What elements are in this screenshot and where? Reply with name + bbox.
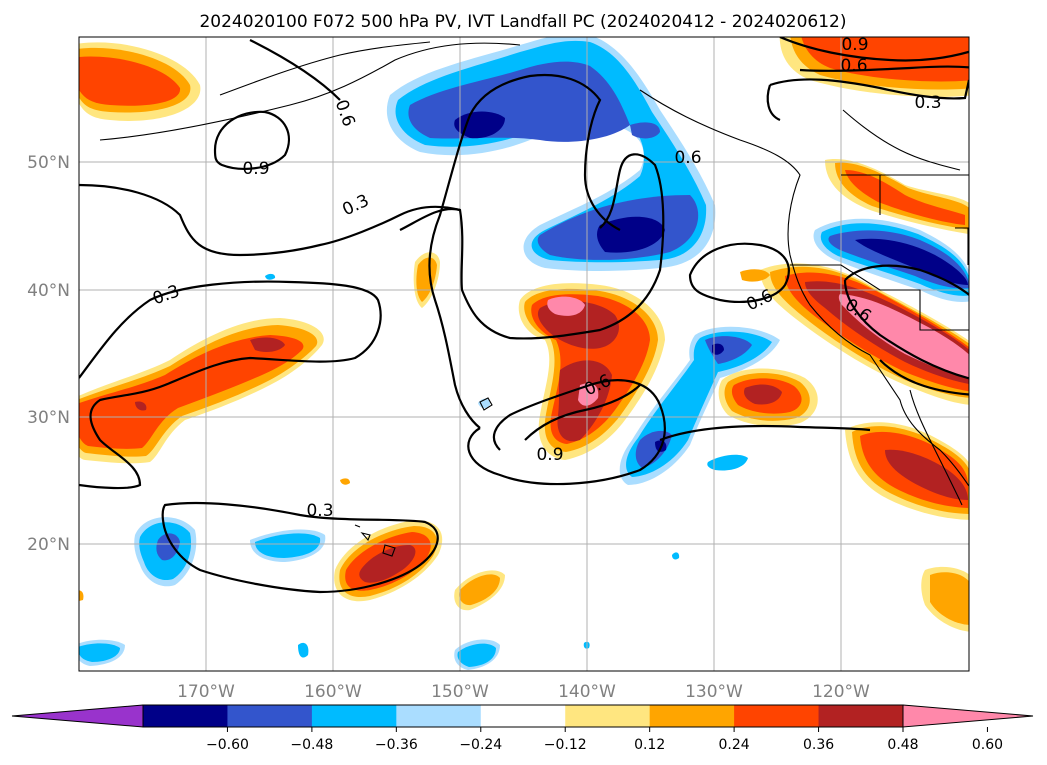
contour-label: 0.6 (840, 56, 867, 76)
contour-line (659, 424, 871, 442)
warm-anomaly-se (921, 566, 969, 632)
contour-line (766, 84, 781, 122)
lon-label: 170°W (177, 682, 235, 702)
contour-line (843, 279, 969, 380)
colorbar-segment (480, 705, 566, 727)
contour-line (428, 73, 621, 429)
lon-label: 140°W (558, 682, 616, 702)
colorbar-tick-label: 0.12 (634, 737, 665, 753)
colorbar-segment (311, 705, 397, 727)
longitude-labels: 170°W 160°W 150°W 140°W 130°W 120°W (177, 682, 870, 702)
colorbar-segment (734, 705, 820, 727)
contour-label: 0.3 (914, 93, 941, 113)
contour-line (399, 153, 665, 340)
contour-line (799, 65, 969, 72)
colorbar-tick-label: −0.48 (290, 737, 333, 753)
colorbar-tick-label: −0.36 (375, 737, 418, 753)
contour-line (524, 384, 641, 441)
lat-label: 20°N (27, 535, 70, 555)
contour-line (161, 501, 439, 594)
cool-anomaly-sw (79, 273, 680, 670)
contour-line (879, 359, 969, 396)
contour-label: 0.9 (536, 445, 563, 465)
colorbar-extend-max (902, 704, 1034, 728)
colorbar-segment (565, 705, 651, 727)
warm-anomaly-east (718, 368, 818, 427)
colorbar-tick-label: 0.36 (803, 737, 834, 753)
latitude-labels: 50°N 40°N 30°N 20°N (27, 153, 70, 555)
lat-label: 30°N (27, 408, 70, 428)
colorbar-tick-label: 0.48 (887, 737, 918, 753)
contour-line (688, 242, 790, 303)
warm-anomaly-nw (79, 42, 201, 121)
colorbar-ticks: −0.60 −0.48 −0.36 −0.24 −0.12 0.12 0.24 0.36 0.4… (206, 727, 1003, 753)
contour-line (779, 37, 969, 62)
colorbar-segment (818, 705, 904, 727)
pv-contours (79, 37, 969, 594)
warm-anomaly-pnw (825, 159, 969, 235)
contour-label: 0.9 (242, 159, 269, 179)
contour-line (79, 280, 382, 490)
colorbar-tick-label: 0.60 (972, 737, 1003, 753)
lon-label: 130°W (685, 682, 743, 702)
map-panel: 0.9 0.6 0.3 0.9 0.3 0.6 0.3 0.6 0.6 0.6 … (79, 35, 969, 671)
colorbar-tick-label: −0.12 (544, 737, 587, 753)
colorbar-segment (227, 705, 313, 727)
colorbar-tick-label: −0.24 (459, 737, 502, 753)
colorbar-tick-label: −0.60 (206, 737, 249, 753)
contour-label: 0.3 (306, 501, 333, 521)
lon-label: 160°W (304, 682, 362, 702)
contour-line (79, 183, 461, 257)
warm-anomaly-small (79, 252, 770, 611)
coastlines (99, 41, 969, 557)
lon-label: 150°W (431, 682, 489, 702)
lon-label: 120°W (812, 682, 870, 702)
contour-line (213, 110, 290, 170)
contour-line (769, 78, 969, 100)
lat-label: 50°N (27, 153, 70, 173)
map-frame (78, 36, 970, 672)
warm-anomaly-central (518, 283, 665, 460)
colorbar-extend-min (11, 704, 144, 728)
colorbar-segment (649, 705, 735, 727)
colorbar-segment (143, 705, 228, 727)
colorbar-tick-label: 0.24 (719, 737, 750, 753)
colorbar-segment (396, 705, 482, 727)
lat-label: 40°N (27, 281, 70, 301)
contour-labels: 0.9 0.6 0.3 0.9 0.3 0.6 0.3 0.6 0.6 0.6 … (150, 35, 941, 521)
colorbar-frame (142, 704, 904, 728)
figure-title: 2024020100 F072 500 hPa PV, IVT Landfall… (199, 12, 846, 32)
contour-line (844, 264, 969, 297)
warm-anomaly-california (760, 263, 969, 405)
contour-line (467, 379, 666, 486)
colorbar: −0.60 −0.48 −0.36 −0.24 −0.12 0.12 0.24 0.36 0.4… (11, 704, 1034, 753)
contour-label: 0.6 (674, 148, 701, 168)
contour-label: 0.9 (841, 35, 868, 55)
colorbar-segments (143, 705, 904, 727)
cool-anomaly-north (386, 37, 716, 271)
gridlines (79, 37, 969, 671)
cool-anomaly-coast (813, 218, 969, 302)
contour-line (249, 39, 341, 101)
